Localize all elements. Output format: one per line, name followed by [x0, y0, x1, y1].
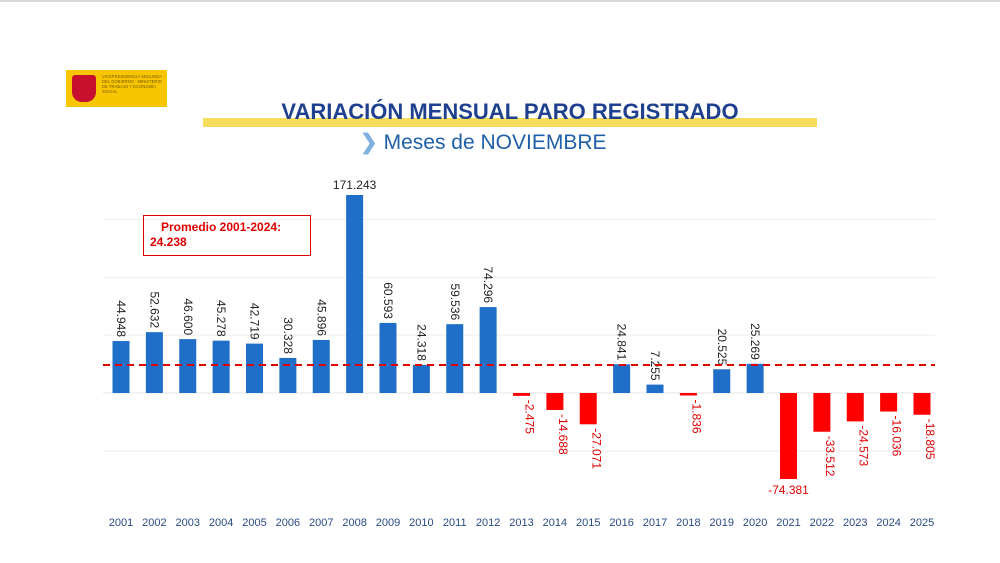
x-tick-label-2012: 2012	[476, 517, 500, 529]
data-label-2011: 59.536	[448, 283, 462, 320]
data-label-2008: 171.243	[333, 178, 377, 192]
title-underline-bar	[203, 118, 817, 127]
data-label-2020: 25.269	[748, 323, 762, 360]
bar-2005	[246, 343, 263, 393]
bar-2006	[279, 357, 297, 393]
data-label-2001: 44.948	[114, 300, 128, 337]
bar-2003	[179, 339, 197, 393]
bar-2009	[379, 322, 397, 393]
data-label-2007: 45.896	[314, 299, 328, 336]
bar-2014	[546, 393, 564, 410]
bar-2017	[646, 384, 664, 393]
data-label-2010: 24.318	[414, 324, 428, 361]
x-tick-label-2007: 2007	[309, 517, 333, 529]
data-label-2009: 60.593	[381, 282, 395, 319]
average-label: Promedio 2001-2024:	[161, 220, 282, 234]
bar-2007	[312, 339, 330, 393]
data-label-2018: -1.836	[689, 400, 703, 434]
bar-2021	[780, 393, 797, 480]
bar-2012	[479, 307, 497, 393]
bar-2008	[346, 195, 364, 393]
subtitle-text: Meses de NOVIEMBRE	[383, 131, 607, 154]
data-label-2014: -14.688	[556, 414, 570, 455]
data-label-2016: 24.841	[615, 324, 629, 361]
x-tick-label-2020: 2020	[743, 517, 767, 529]
data-label-2002: 52.632	[147, 291, 161, 328]
chevron-right-icon: ❯	[360, 131, 378, 154]
bar-2018	[679, 393, 697, 396]
bar-2002	[145, 332, 163, 393]
x-tick-label-2017: 2017	[643, 517, 667, 529]
bar-2004	[212, 340, 230, 393]
x-tick-label-2025: 2025	[910, 517, 934, 529]
x-tick-label-2016: 2016	[609, 517, 633, 529]
data-label-2015: -27.071	[589, 428, 603, 469]
x-tick-label-2002: 2002	[142, 517, 166, 529]
x-tick-label-2008: 2008	[342, 517, 366, 529]
data-label-2012: 74.296	[481, 266, 495, 303]
data-label-2006: 30.328	[281, 317, 295, 354]
x-tick-label-2018: 2018	[676, 517, 700, 529]
data-label-2013: -2.475	[523, 400, 537, 434]
coat-of-arms-icon	[72, 75, 96, 102]
x-tick-label-2006: 2006	[276, 517, 300, 529]
average-value: 24.238	[150, 235, 187, 249]
x-tick-label-2005: 2005	[242, 517, 266, 529]
chart-title: VARIACIÓN MENSUAL PARO REGISTRADO	[281, 99, 739, 124]
x-tick-label-2021: 2021	[776, 517, 800, 529]
x-tick-label-2015: 2015	[576, 517, 600, 529]
data-label-2019: 20.525	[715, 329, 729, 366]
ministry-logo: VICEPRESIDENCIA SEGUNDA DEL GOBIERNO · M…	[66, 70, 167, 107]
x-tick-label-2003: 2003	[176, 517, 200, 529]
x-tick-label-2010: 2010	[409, 517, 433, 529]
x-tick-label-2011: 2011	[443, 517, 467, 529]
data-label-2022: -33.512	[823, 436, 837, 477]
bar-2024	[880, 393, 898, 412]
data-label-2003: 46.600	[181, 298, 195, 335]
average-box: Promedio 2001-2024: 24.238	[143, 215, 311, 256]
chart-subtitle: ❯ Meses de NOVIEMBRE	[360, 130, 607, 155]
data-label-2021: -74.381	[768, 483, 809, 497]
data-label-2005: 42.719	[248, 303, 262, 340]
x-tick-label-2013: 2013	[509, 517, 533, 529]
bar-2015	[579, 393, 597, 425]
data-label-2004: 45.278	[214, 300, 228, 337]
bar-2001	[112, 341, 130, 393]
logo-text: VICEPRESIDENCIA SEGUNDA DEL GOBIERNO · M…	[102, 74, 162, 94]
bar-2025	[913, 393, 931, 415]
data-label-2024: -16.036	[890, 416, 904, 457]
x-tick-label-2023: 2023	[843, 517, 867, 529]
data-label-2023: -24.573	[856, 425, 870, 466]
bar-2010	[412, 364, 430, 393]
x-tick-label-2009: 2009	[376, 517, 400, 529]
bar-2022	[813, 393, 831, 432]
top-border	[0, 0, 1000, 2]
data-label-2025: -18.805	[923, 419, 937, 460]
bar-2013	[513, 393, 530, 396]
bar-2023	[846, 393, 864, 422]
x-tick-label-2014: 2014	[543, 517, 567, 529]
x-tick-label-2022: 2022	[810, 517, 834, 529]
bar-2020	[746, 363, 764, 393]
x-tick-label-2004: 2004	[209, 517, 233, 529]
bar-2016	[613, 364, 631, 393]
bar-2011	[446, 324, 464, 393]
bar-2019	[713, 369, 731, 393]
x-tick-label-2019: 2019	[710, 517, 734, 529]
x-tick-label-2024: 2024	[876, 517, 900, 529]
x-tick-label-2001: 2001	[109, 517, 133, 529]
